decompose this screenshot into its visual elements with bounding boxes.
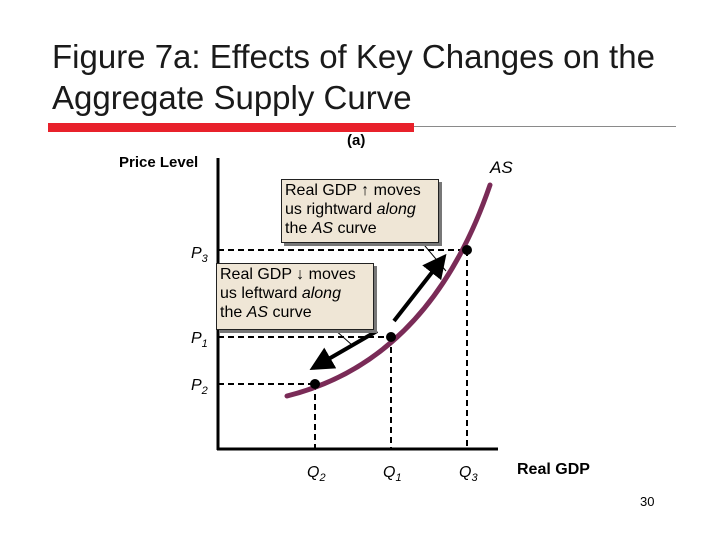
callout-up-pointer xyxy=(419,239,447,272)
callout-down-line1: Real GDP ↓ moves xyxy=(220,266,356,283)
callout-up-line3: the AS curve xyxy=(285,220,377,237)
slide-title: Figure 7a: Effects of Key Changes on the… xyxy=(52,38,655,116)
point-q3-p3 xyxy=(462,245,472,255)
callout-rightward: Real GDP ↑ moves us rightward along the … xyxy=(281,179,439,243)
quantity-label-q3: Q3 xyxy=(459,464,478,484)
price-label-p3: P3 xyxy=(191,245,209,265)
callout-leftward: Real GDP ↓ moves us leftward along the A… xyxy=(216,263,374,330)
quantity-label-q1: Q1 xyxy=(383,464,402,484)
title-underline-red xyxy=(48,123,414,132)
title-underline-gray xyxy=(414,126,676,127)
price-label-p1: P1 xyxy=(191,330,208,350)
callout-down-line2: us leftward along xyxy=(220,285,341,302)
quantity-label-q2: Q2 xyxy=(307,464,326,484)
as-curve-label: AS xyxy=(489,158,513,177)
point-q1-p1 xyxy=(386,332,396,342)
callout-up-line2: us rightward along xyxy=(285,201,416,218)
point-q2-p2 xyxy=(310,379,320,389)
x-axis-label: Real GDP xyxy=(517,461,590,478)
callout-down-pointer xyxy=(333,328,353,346)
arrow-leftward xyxy=(309,329,379,371)
callout-down-line3: the AS curve xyxy=(220,304,312,321)
as-curve xyxy=(284,182,493,399)
arrow-rightward xyxy=(392,253,447,323)
page-number: 30 xyxy=(640,494,655,509)
panel-label: (a) xyxy=(347,132,365,149)
price-label-p2: P2 xyxy=(191,377,208,397)
y-axis-label: Price Level xyxy=(119,154,198,171)
callout-up-line1: Real GDP ↑ moves xyxy=(285,182,421,199)
